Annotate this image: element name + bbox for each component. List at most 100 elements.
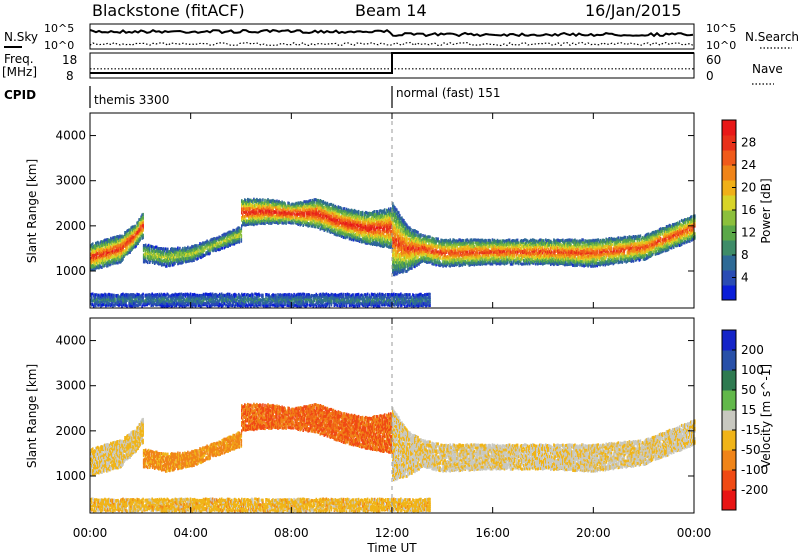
power-cell [383, 212, 386, 216]
power-cell [399, 257, 401, 261]
power-cell [316, 225, 319, 229]
power-cell [345, 234, 348, 238]
power-cell [356, 223, 359, 226]
power-cell [326, 219, 329, 222]
power-cell [142, 253, 145, 257]
power-cell [398, 270, 400, 273]
power-cell [355, 230, 358, 234]
power-cell [348, 221, 351, 224]
power-cell [336, 224, 339, 227]
power-cell [366, 223, 369, 227]
power-cell [302, 224, 304, 227]
power-cell [377, 222, 380, 226]
power-cell [101, 247, 103, 251]
power-cell [176, 255, 178, 259]
power-cell [390, 240, 392, 244]
power-cell [244, 223, 246, 227]
power-cell [353, 219, 356, 223]
power-cell [319, 199, 322, 202]
power-cell [237, 226, 240, 230]
power-cell [110, 236, 112, 240]
power-cell [189, 256, 191, 260]
power-cell [135, 241, 137, 245]
power-cell [331, 221, 334, 225]
power-cell [140, 220, 142, 224]
power-cell [323, 225, 326, 229]
power-cell [349, 237, 352, 241]
power-cell [382, 222, 385, 226]
power-cell [357, 229, 360, 233]
power-cell [248, 206, 250, 209]
power-cell [201, 250, 203, 254]
power-cell [235, 235, 238, 239]
power-cell [397, 261, 399, 265]
power-cell [217, 242, 219, 246]
power-cell [361, 240, 364, 244]
power-cell [290, 217, 292, 220]
power-cell [313, 198, 316, 202]
power-cell [389, 228, 391, 232]
power-cell [147, 256, 150, 260]
power-cell [405, 247, 407, 250]
power-cell [201, 244, 203, 248]
power-cell [144, 250, 147, 254]
power-cell [406, 230, 408, 234]
power-cell [404, 253, 406, 257]
power-cell [317, 200, 320, 204]
power-cell [228, 239, 230, 243]
power-cell [200, 252, 202, 256]
power-cell [326, 207, 329, 211]
power-cell [346, 222, 349, 226]
power-cell [192, 251, 194, 255]
power-cell [180, 253, 182, 256]
power-cell [393, 241, 395, 245]
power-cell [128, 247, 130, 251]
power-cell [303, 200, 305, 204]
power-cell [254, 200, 256, 204]
power-cell [230, 232, 232, 236]
power-cell [381, 236, 384, 240]
power-cell [392, 236, 394, 240]
power-cell [160, 251, 162, 255]
power-cell [393, 260, 395, 264]
power-cell [387, 232, 389, 236]
power-cell [302, 217, 304, 221]
power-cell [153, 256, 156, 260]
power-cell [330, 221, 333, 225]
power-cell [122, 250, 124, 254]
power-cell [392, 204, 394, 208]
power-cell [136, 226, 138, 230]
power-cell [337, 209, 340, 213]
power-cell [317, 205, 320, 209]
power-cell [268, 219, 270, 223]
power-cell [291, 208, 293, 212]
power-cell [324, 220, 327, 224]
power-cell [228, 235, 230, 239]
power-cell [321, 203, 324, 207]
power-cell [338, 213, 341, 217]
power-cell [275, 200, 277, 204]
power-cell [114, 238, 116, 242]
power-cell [126, 232, 128, 235]
power-cell [342, 212, 345, 216]
power-cell [149, 257, 152, 261]
power-cell [324, 201, 327, 205]
power-cell [260, 198, 262, 202]
power-cell [229, 243, 231, 247]
power-cell [216, 244, 218, 248]
power-cell [375, 234, 378, 238]
power-cell [395, 242, 397, 245]
power-cell [400, 234, 402, 238]
power-cell [395, 250, 397, 254]
power-cell [131, 232, 133, 235]
power-cell [321, 224, 324, 228]
power-cell [400, 268, 402, 272]
power-cell [242, 223, 244, 227]
power-cell [241, 224, 243, 228]
power-cell [108, 246, 110, 250]
power-cell [299, 204, 301, 208]
power-cell [210, 243, 212, 247]
power-cell [335, 218, 338, 222]
power-cell [261, 215, 263, 219]
power-cell [408, 245, 410, 249]
